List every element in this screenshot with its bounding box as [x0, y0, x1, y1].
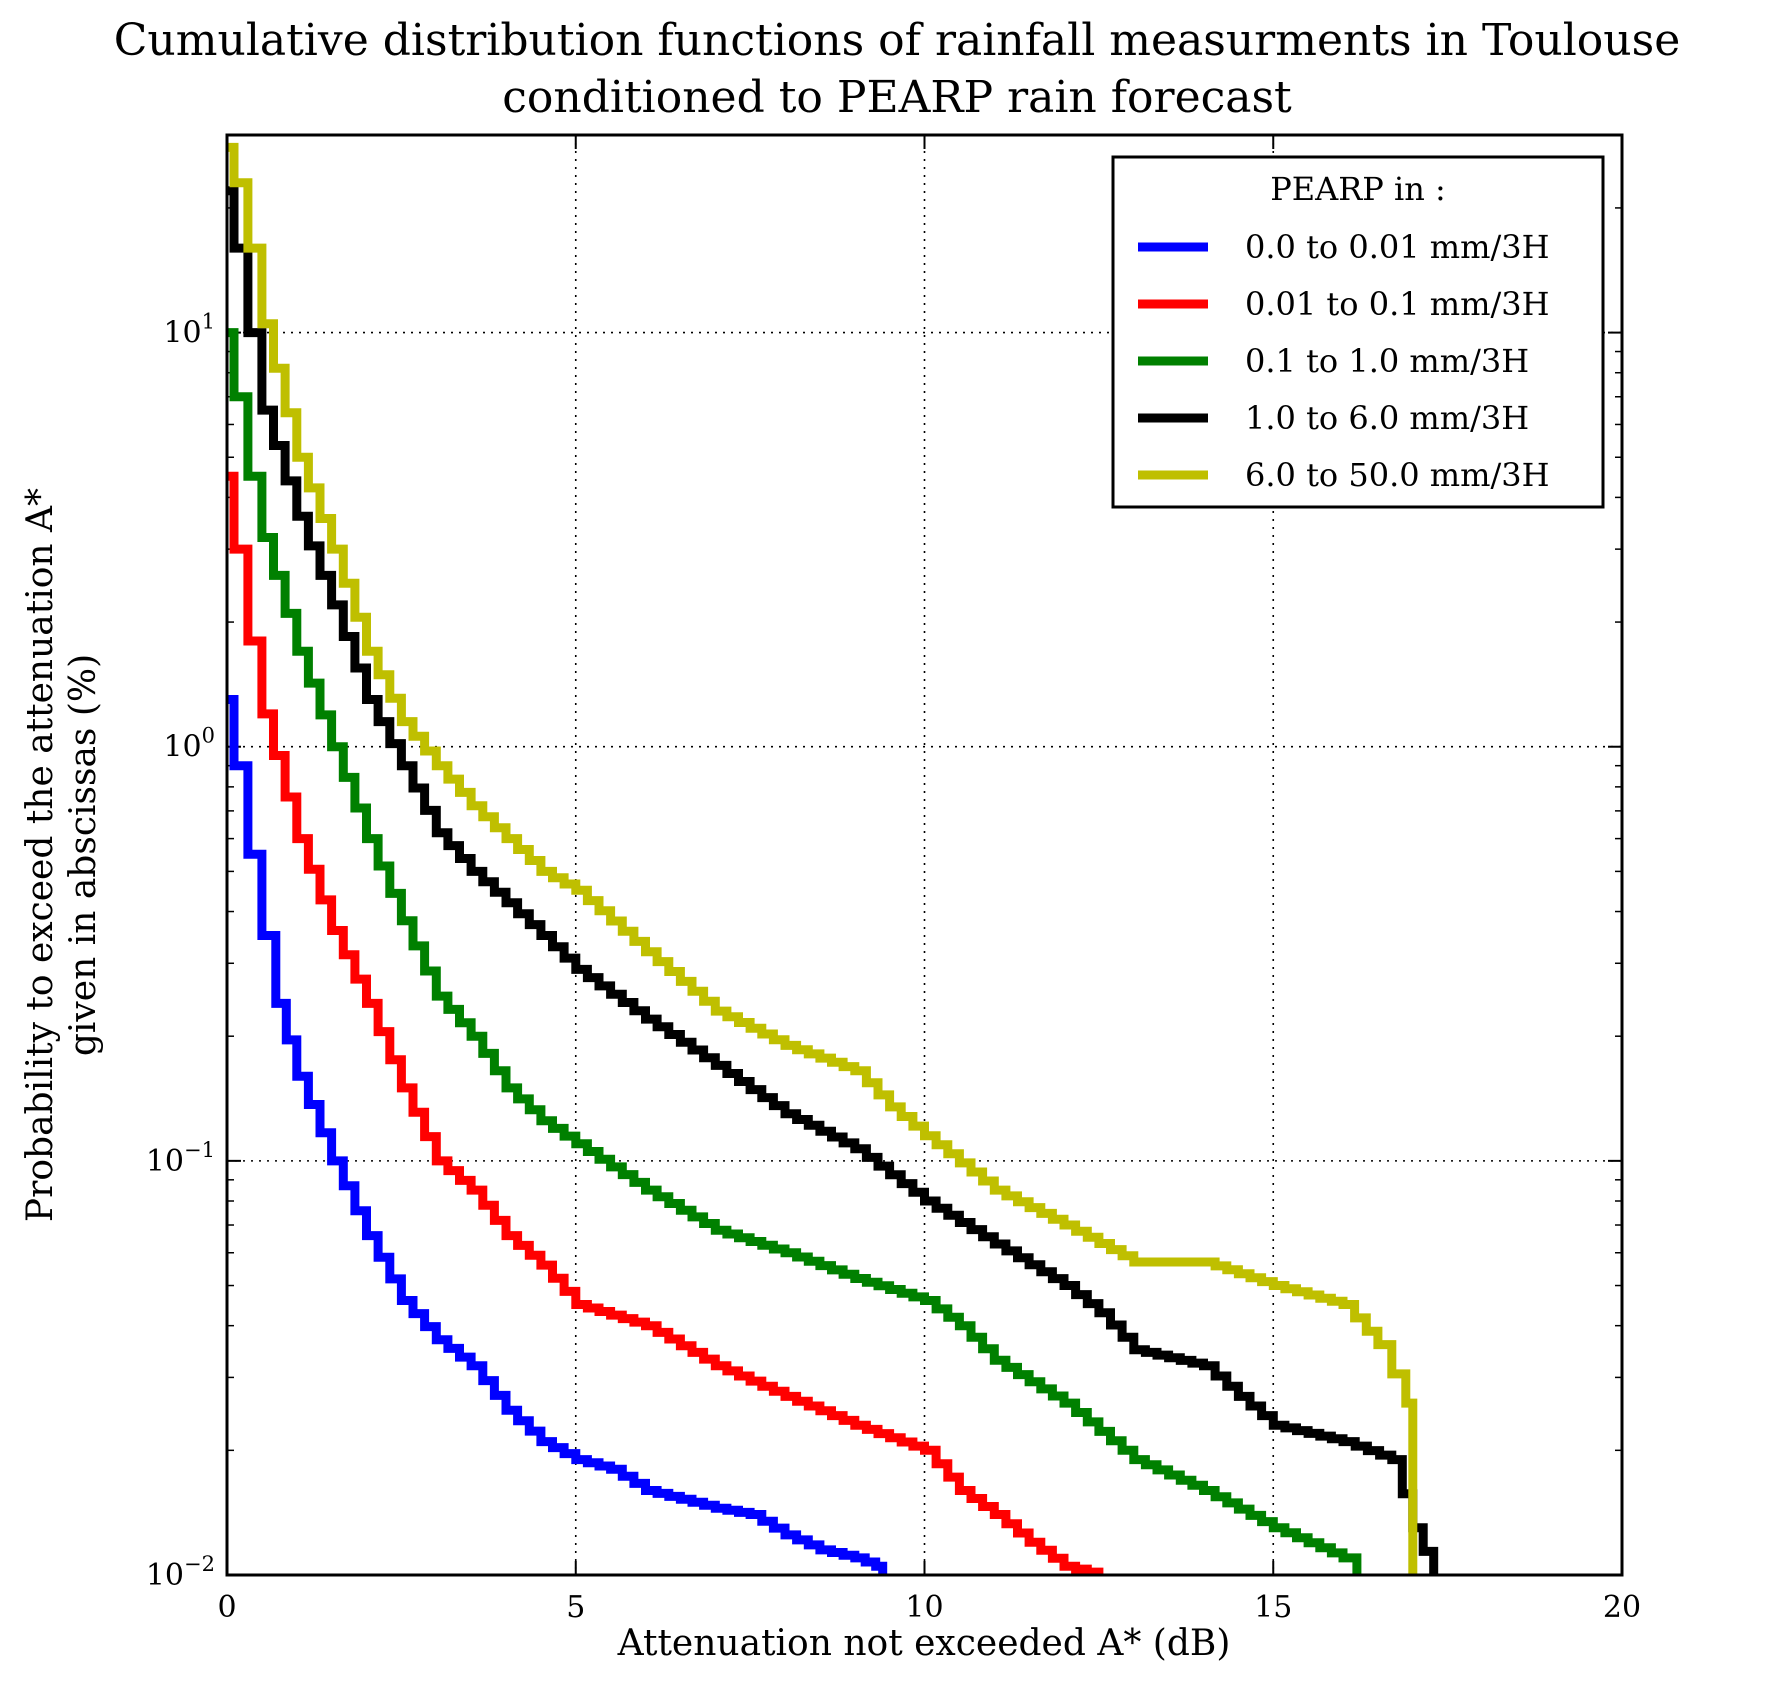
- x-tick-label: 20: [1603, 1590, 1641, 1625]
- legend-label: 0.1 to 1.0 mm/3H: [1245, 342, 1529, 380]
- chart-title: Cumulative distribution functions of rai…: [114, 15, 1681, 66]
- legend-box: [1111, 155, 1605, 509]
- data-series: [227, 142, 1439, 1575]
- y-tick-exponent: −2: [184, 1552, 215, 1576]
- legend-title: PEARP in :: [1270, 170, 1446, 208]
- x-axis-label: Attenuation not exceeded A* (dB): [617, 1623, 1231, 1664]
- series-line: [227, 142, 1418, 1575]
- y-tick-base: 10: [146, 1558, 184, 1593]
- series-line: [227, 328, 1362, 1575]
- y-tick-exponent: −1: [184, 1138, 215, 1162]
- y-axis-label-line2: given in abscissas (%): [63, 654, 104, 1056]
- y-tick-exponent: 0: [202, 724, 215, 748]
- y-tick-base: 10: [146, 1144, 184, 1179]
- y-tick-label: 100: [163, 724, 215, 765]
- legend-label: 0.01 to 0.1 mm/3H: [1245, 285, 1550, 323]
- y-tick-base: 10: [163, 730, 201, 765]
- y-axis-label-group: Probability to exceed the attenuation A*…: [20, 488, 104, 1222]
- series-line: [227, 695, 888, 1575]
- y-tick-label: 10−1: [146, 1138, 215, 1179]
- legend-label: 0.0 to 0.01 mm/3H: [1245, 228, 1550, 266]
- legend: PEARP in : 0.0 to 0.01 mm/3H 0.01 to 0.1 …: [1111, 155, 1605, 509]
- series-line: [227, 186, 1439, 1575]
- y-tick-base: 10: [163, 316, 201, 351]
- plot-frame: [225, 133, 1624, 1577]
- y-tick-label: 10−2: [146, 1552, 215, 1593]
- legend-label: 1.0 to 6.0 mm/3H: [1245, 399, 1529, 437]
- x-tick-label: 0: [217, 1590, 236, 1625]
- y-tick-label: 101: [163, 310, 215, 351]
- x-tick-label: 10: [905, 1590, 943, 1625]
- series-line: [227, 471, 1104, 1575]
- chart-subtitle: conditioned to PEARP rain forecast: [502, 72, 1292, 123]
- y-tick-exponent: 1: [202, 310, 215, 334]
- legend-items: 0.0 to 0.01 mm/3H 0.01 to 0.1 mm/3H 0.1 to…: [1138, 228, 1550, 494]
- chart-title-group: Cumulative distribution functions of rai…: [114, 15, 1681, 123]
- legend-label: 6.0 to 50.0 mm/3H: [1245, 456, 1550, 494]
- x-tick-label: 5: [566, 1590, 585, 1625]
- y-axis-label-line1: Probability to exceed the attenuation A*: [20, 488, 61, 1222]
- x-tick-labels: 0 5 10 15 20: [217, 1590, 1641, 1625]
- x-tick-label: 15: [1254, 1590, 1292, 1625]
